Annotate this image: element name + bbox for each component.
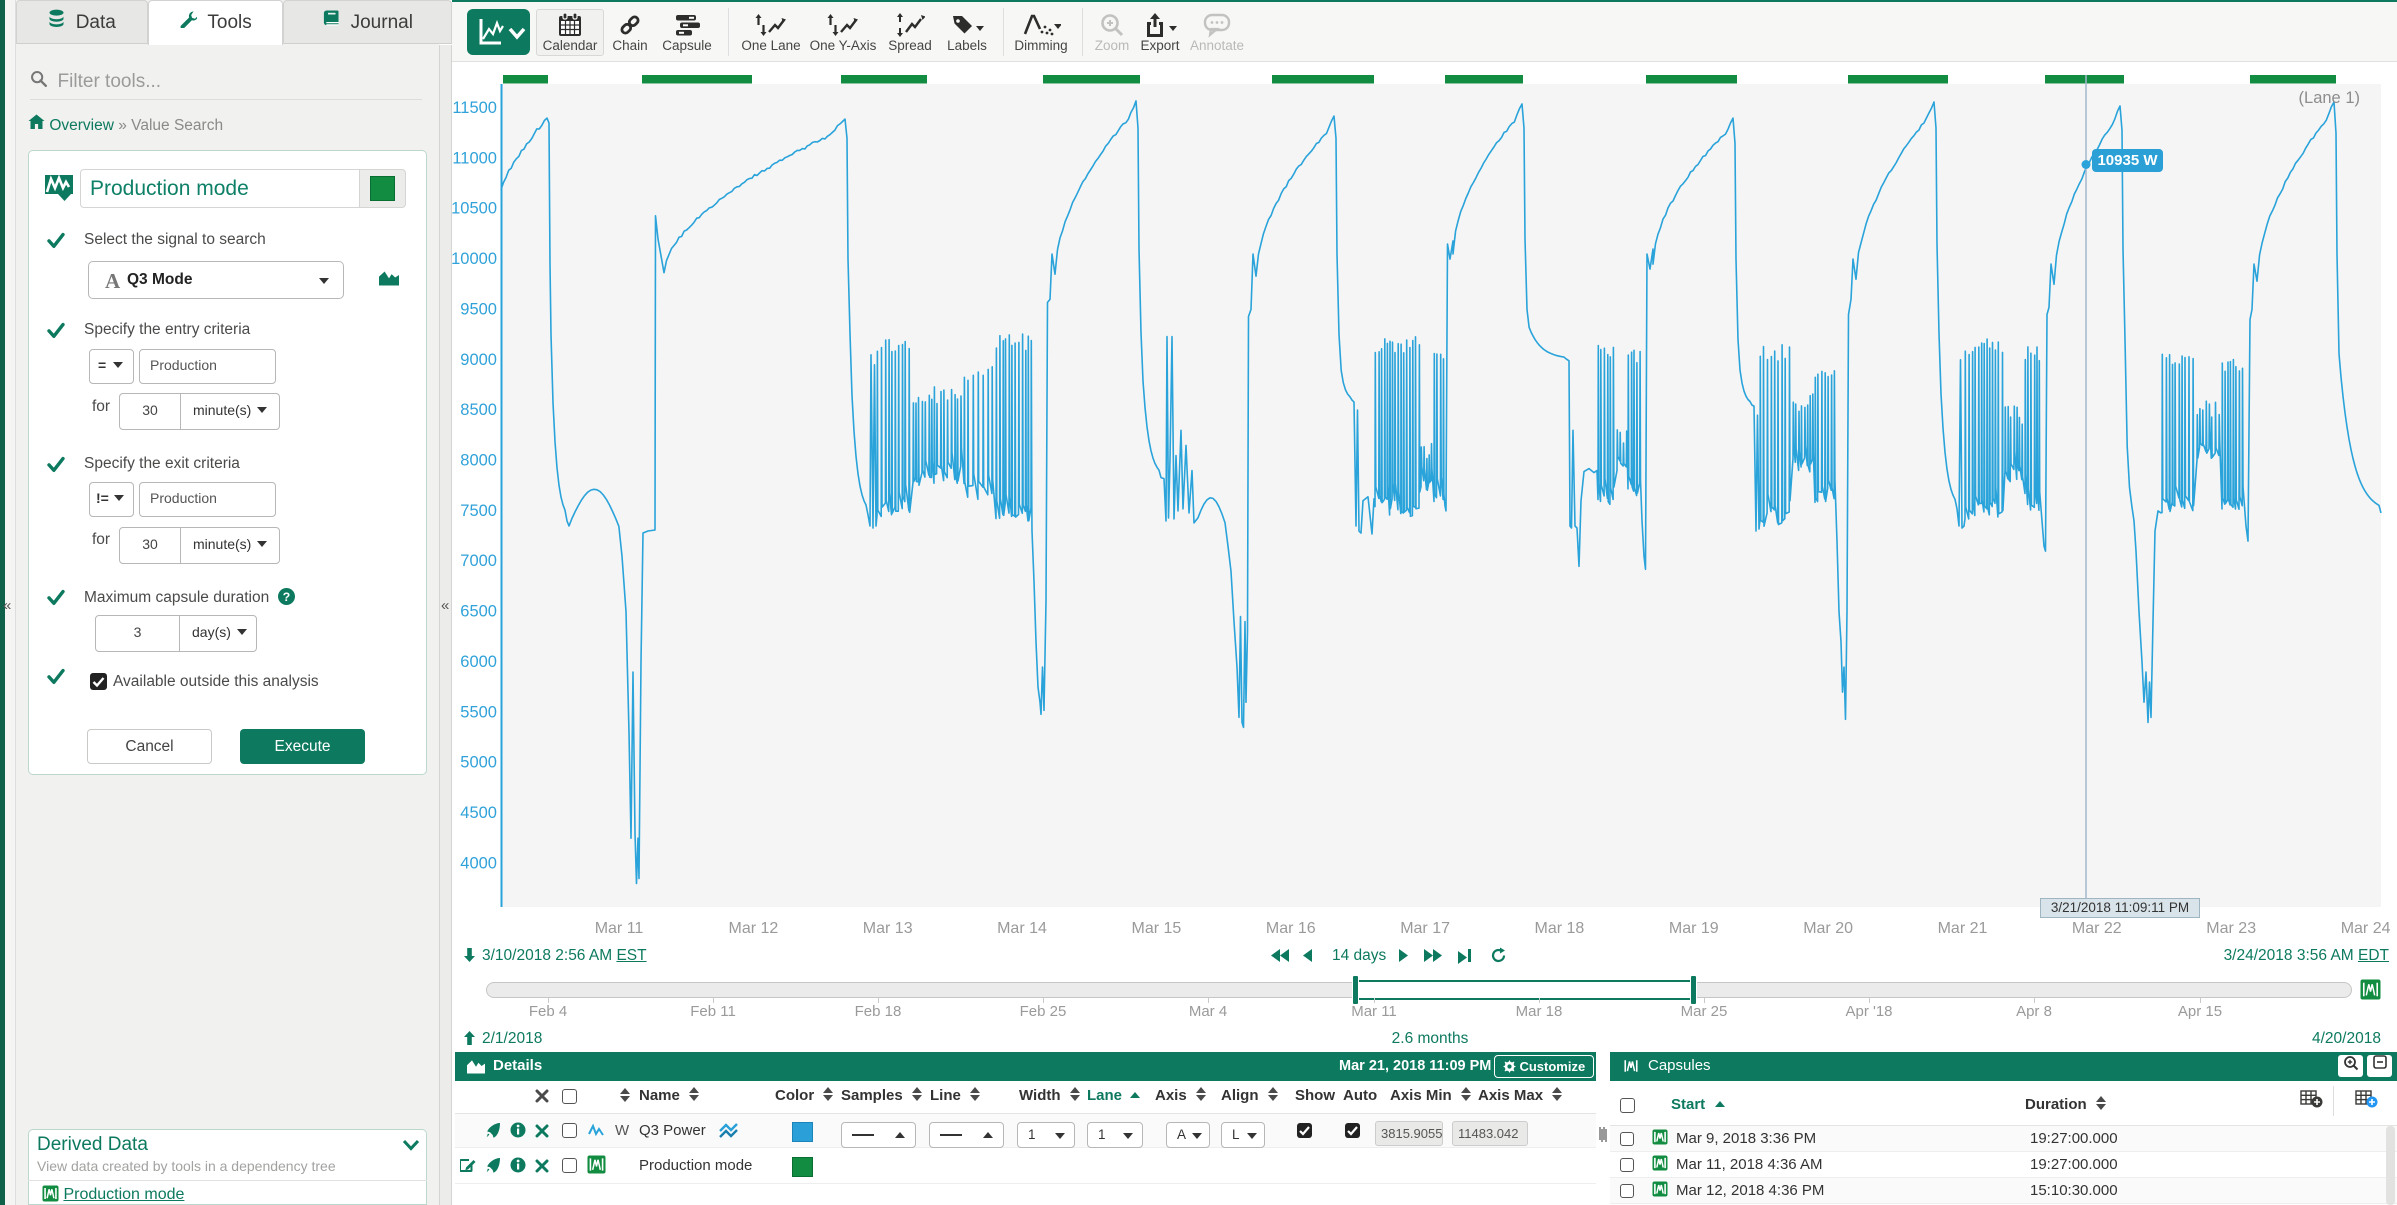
svg-text:9000: 9000 <box>460 351 497 369</box>
svg-text:Mar 18: Mar 18 <box>1535 920 1585 937</box>
svg-text:9500: 9500 <box>460 300 497 318</box>
svg-text:6500: 6500 <box>460 603 497 621</box>
svg-text:Mar 22: Mar 22 <box>2072 920 2122 937</box>
svg-text:Mar 16: Mar 16 <box>1266 920 1316 937</box>
svg-text:6000: 6000 <box>460 653 497 671</box>
svg-text:Mar 24: Mar 24 <box>2341 920 2391 937</box>
svg-text:Mar 23: Mar 23 <box>2206 920 2256 937</box>
svg-text:8500: 8500 <box>460 401 497 419</box>
svg-text:(Lane 1): (Lane 1) <box>2299 89 2360 107</box>
svg-text:11500: 11500 <box>452 99 497 117</box>
svg-text:Mar 14: Mar 14 <box>997 920 1047 937</box>
svg-text:4500: 4500 <box>460 804 497 822</box>
svg-text:Mar 17: Mar 17 <box>1400 920 1450 937</box>
svg-text:7000: 7000 <box>460 552 497 570</box>
svg-text:11000: 11000 <box>452 149 497 167</box>
svg-text:7500: 7500 <box>460 502 497 520</box>
svg-text:8000: 8000 <box>460 452 497 470</box>
svg-text:10000: 10000 <box>451 250 497 268</box>
svg-text:4000: 4000 <box>460 854 497 872</box>
svg-text:Mar 15: Mar 15 <box>1132 920 1182 937</box>
svg-text:5500: 5500 <box>460 703 497 721</box>
svg-text:5000: 5000 <box>460 754 497 772</box>
svg-text:Mar 12: Mar 12 <box>729 920 779 937</box>
svg-text:?: ? <box>283 590 290 604</box>
svg-text:Mar 11: Mar 11 <box>595 920 644 937</box>
svg-text:Mar 13: Mar 13 <box>863 920 913 937</box>
svg-text:Mar 19: Mar 19 <box>1669 920 1719 937</box>
svg-text:Mar 21: Mar 21 <box>1938 920 1988 937</box>
svg-text:10500: 10500 <box>451 200 497 218</box>
svg-text:Mar 20: Mar 20 <box>1803 920 1853 937</box>
